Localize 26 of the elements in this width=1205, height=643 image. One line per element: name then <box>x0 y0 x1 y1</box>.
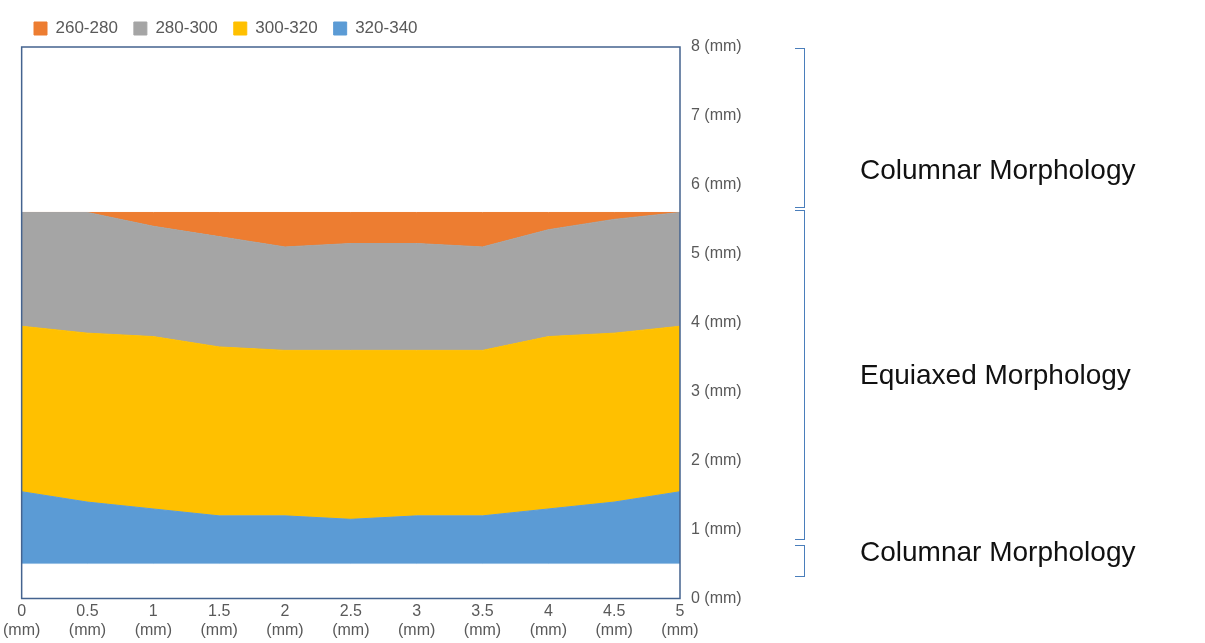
x-tick-label: 2 (mm) <box>266 601 304 638</box>
x-tick-label: 0.5 (mm) <box>68 601 107 638</box>
y-tick-label: 5 (mm) <box>691 244 742 262</box>
x-tick-label: 2.5 (mm) <box>332 601 370 638</box>
y-tick-label: 7 (mm) <box>691 106 742 124</box>
y-tick-label: 8 (mm) <box>691 37 742 55</box>
x-tick-label: 1 (mm) <box>134 601 172 638</box>
y-tick-label: 6 (mm) <box>691 175 742 193</box>
text: Equiaxed Morphology <box>860 359 1131 391</box>
legend-label: 320-340 <box>355 18 418 38</box>
y-tick-label: 1 (mm) <box>691 520 742 538</box>
legend-label: 300-320 <box>255 18 318 38</box>
x-tick-label: 3.5 (mm) <box>463 601 502 638</box>
y-tick-label: 0 (mm) <box>691 589 742 607</box>
legend-label: 260-280 <box>55 18 118 38</box>
y-tick-label: 3 (mm) <box>691 382 742 400</box>
x-tick-label: 3 (mm) <box>398 601 436 638</box>
x-tick-label: 4.5 (mm) <box>595 601 633 638</box>
y-tick-label: 4 (mm) <box>691 313 742 331</box>
x-tick-label: 1.5 (mm) <box>200 601 238 638</box>
legend-label: 280-300 <box>155 18 218 38</box>
y-tick-label: 2 (mm) <box>691 451 742 469</box>
text: Columnar Morphology <box>860 536 1136 568</box>
x-tick-label: 4 (mm) <box>529 601 567 638</box>
text: Columnar Morphology <box>860 154 1136 186</box>
x-tick-label: 0 (mm) <box>3 601 41 638</box>
